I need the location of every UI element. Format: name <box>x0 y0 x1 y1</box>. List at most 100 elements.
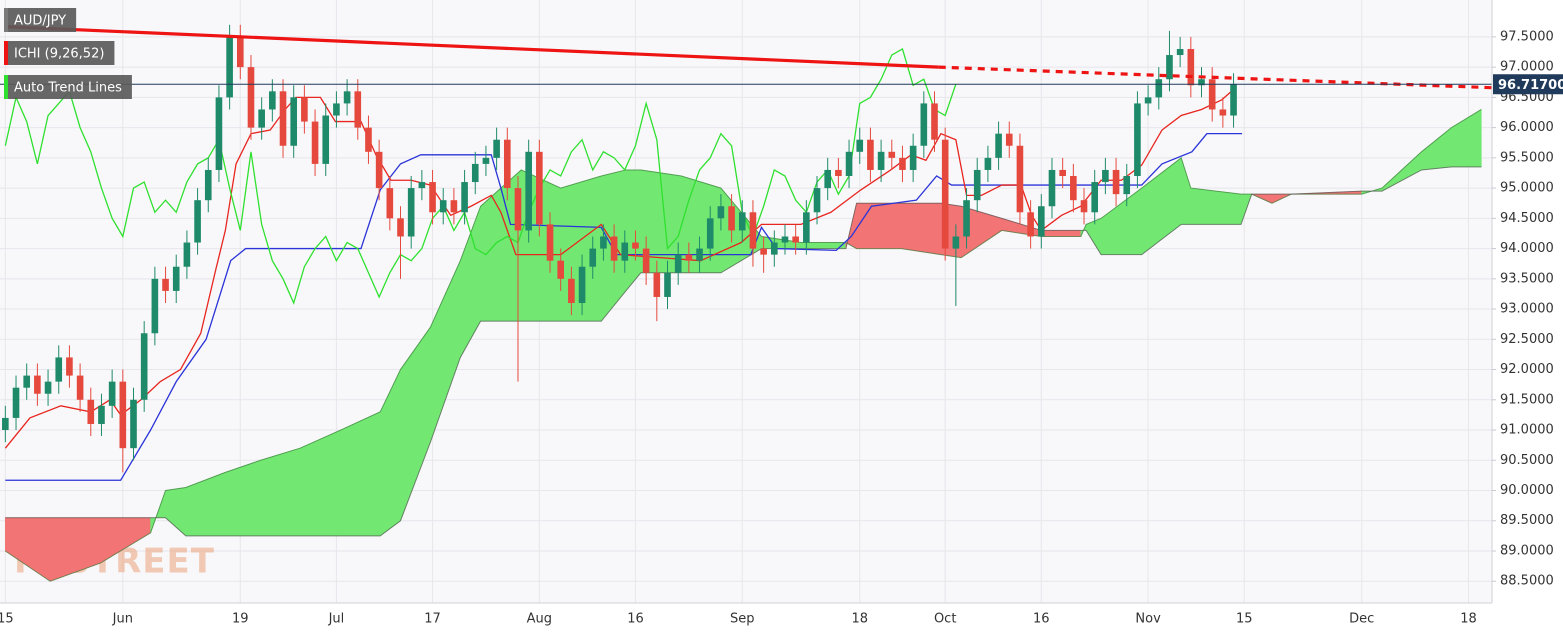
y-tick-label: 96.0000 <box>1500 120 1554 135</box>
candle-body <box>856 139 864 152</box>
candle-body <box>824 169 832 189</box>
plot-area: FXSTREET <box>0 24 1492 582</box>
trend-line <box>5 25 939 69</box>
x-tick-label: Dec <box>1349 612 1374 627</box>
candle-body <box>952 236 960 249</box>
candle-body <box>770 242 778 255</box>
candle-body <box>877 151 885 170</box>
candle-body <box>1016 145 1024 213</box>
x-tick-label: 18 <box>1460 612 1477 627</box>
candle-body <box>1112 169 1120 195</box>
candle-body <box>835 169 842 177</box>
candle-body <box>973 169 981 201</box>
y-tick-label: 94.5000 <box>1500 211 1554 226</box>
candle-body <box>87 399 95 424</box>
cloud-segment <box>901 202 942 255</box>
x-tick-label: Nov <box>1135 612 1161 627</box>
y-tick-label: 91.0000 <box>1500 423 1554 438</box>
cloud-segment <box>225 459 261 537</box>
candle-body <box>1059 169 1066 177</box>
x-tick-label: Aug <box>527 612 552 627</box>
x-tick-label: 16 <box>1033 612 1050 627</box>
legend-marker <box>4 41 8 65</box>
y-tick-label: 93.0000 <box>1500 302 1554 317</box>
candle-body <box>760 248 767 255</box>
candle-body <box>333 103 340 116</box>
candle-body <box>685 254 693 261</box>
candle-body <box>1102 169 1109 183</box>
candle-body <box>888 151 896 158</box>
x-tick-label: 19 <box>232 612 249 627</box>
y-tick-label: 95.0000 <box>1500 181 1554 196</box>
y-tick-label: 92.5000 <box>1500 332 1554 347</box>
candle-body <box>899 157 906 170</box>
candle-body <box>1027 212 1034 237</box>
legend-label: AUD/JPY <box>14 14 66 29</box>
candle-body <box>1166 55 1173 80</box>
candle-body <box>12 387 20 418</box>
legend-label: Auto Trend Lines <box>14 81 122 96</box>
x-tick-label: 16 <box>627 612 644 627</box>
candle-body <box>813 188 821 213</box>
candle-body <box>632 242 639 249</box>
candle-body <box>557 260 565 279</box>
candle-body <box>98 405 105 424</box>
candle-body <box>589 248 597 267</box>
legend-marker <box>4 75 8 99</box>
candle-body <box>674 254 682 273</box>
candle-body <box>803 212 810 243</box>
candle-body <box>525 151 532 231</box>
candle-body <box>1134 103 1141 177</box>
cloud-segment <box>625 169 642 292</box>
y-tick-label: 91.5000 <box>1500 392 1554 407</box>
candle-body <box>55 357 63 382</box>
candle-body <box>461 182 468 213</box>
candle-body <box>194 200 201 243</box>
candle-body <box>269 91 276 110</box>
candle-body <box>941 139 949 249</box>
candle-body <box>493 139 500 158</box>
x-tick-label: Jun <box>112 612 133 627</box>
candle-body <box>1208 79 1216 110</box>
y-tick-label: 90.5000 <box>1500 453 1554 468</box>
candle-body <box>236 36 244 68</box>
candle-body <box>1080 200 1088 213</box>
x-tick-label: 15 <box>1236 612 1253 627</box>
candle-body <box>1176 48 1184 56</box>
candle-body <box>1219 109 1227 116</box>
candle-body <box>1187 48 1195 86</box>
y-tick-label: 95.5000 <box>1500 150 1554 165</box>
candle-body <box>1144 97 1152 104</box>
candle-body <box>301 97 308 122</box>
candle-body <box>2 417 9 431</box>
candle-body <box>162 278 169 291</box>
candle-body <box>1048 169 1056 207</box>
candle-body <box>119 381 127 449</box>
y-tick-label: 93.5000 <box>1500 271 1554 286</box>
candle-body <box>172 266 180 291</box>
candle-body <box>621 242 629 261</box>
cloud-segment <box>1041 230 1082 237</box>
candle-body <box>600 236 607 249</box>
x-tick-label: 15 <box>0 612 14 627</box>
candle-body <box>108 381 116 406</box>
candle-body <box>963 200 970 237</box>
candle-body <box>546 224 554 261</box>
candle-body <box>706 218 714 249</box>
candle-body <box>536 151 543 225</box>
y-tick-label: 89.5000 <box>1500 513 1554 528</box>
legend-marker <box>4 8 8 32</box>
candle-body <box>781 236 789 243</box>
candle-body <box>482 157 490 164</box>
candle-body <box>354 91 362 128</box>
candle-body <box>1155 79 1163 98</box>
y-tick-label: 89.0000 <box>1500 543 1554 558</box>
span-a-line <box>5 109 1482 582</box>
legend-label: ICHI (9,26,52) <box>14 47 104 62</box>
y-tick-label: 97.0000 <box>1500 60 1554 75</box>
candle-body <box>183 242 191 267</box>
candle-body <box>664 272 671 297</box>
candle-body <box>290 97 298 146</box>
y-tick-label: 90.0000 <box>1500 483 1554 498</box>
